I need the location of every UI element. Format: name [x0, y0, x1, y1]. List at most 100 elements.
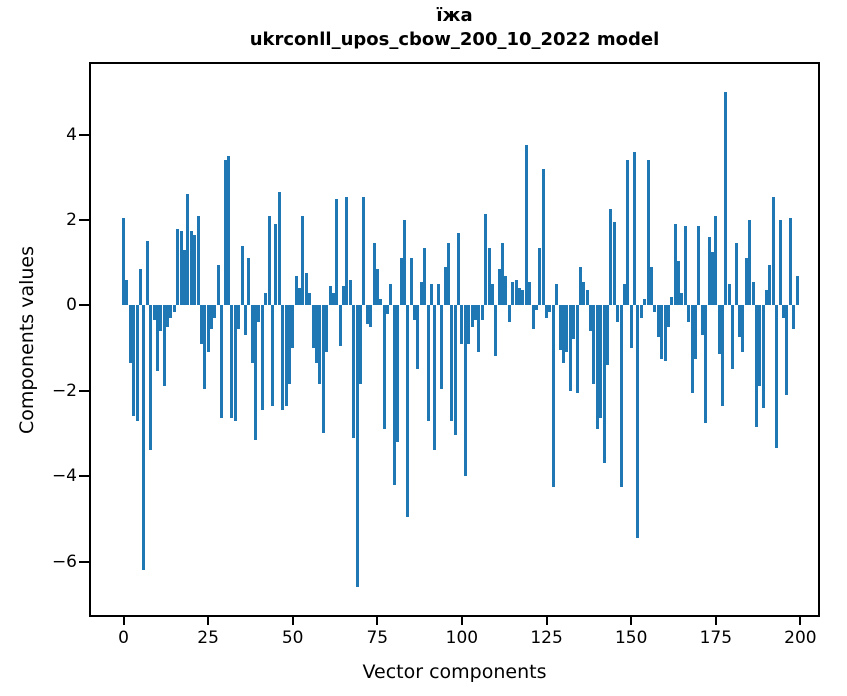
bar — [761, 305, 765, 408]
bar — [778, 220, 782, 306]
bar — [751, 281, 755, 306]
bar — [348, 279, 352, 306]
bar — [724, 91, 728, 306]
x-tick-label: 0 — [118, 628, 129, 648]
y-tick-label: −4 — [51, 466, 77, 487]
bar — [666, 305, 670, 327]
bar — [196, 215, 200, 306]
bar — [355, 305, 359, 588]
y-axis-label: Components values — [16, 245, 38, 435]
bar — [135, 305, 139, 421]
y-tick-label: −2 — [51, 380, 77, 401]
bar — [172, 305, 176, 312]
bar — [714, 215, 718, 306]
bar — [700, 305, 704, 336]
bar — [545, 305, 549, 319]
bar — [677, 260, 680, 306]
bar — [707, 237, 711, 306]
bar — [768, 264, 772, 306]
bar — [386, 305, 389, 314]
bar — [497, 269, 501, 306]
bar — [731, 305, 735, 370]
bar — [193, 234, 197, 306]
bar — [436, 284, 440, 306]
bar — [155, 305, 159, 372]
x-tick-mark — [545, 617, 548, 625]
bar — [687, 305, 691, 323]
bar — [392, 305, 396, 485]
bar — [294, 275, 298, 306]
bar — [548, 305, 552, 312]
bar — [504, 275, 508, 306]
bar — [622, 284, 626, 306]
bar — [727, 284, 731, 306]
y-tick-mark — [79, 560, 89, 563]
bar — [230, 305, 234, 419]
bar — [166, 305, 169, 327]
bar — [633, 151, 636, 306]
bar — [311, 305, 315, 348]
bar — [237, 305, 241, 329]
x-tick-mark — [207, 617, 210, 625]
y-tick-label: 0 — [66, 295, 77, 316]
y-tick-mark — [79, 133, 89, 136]
bar — [477, 305, 481, 353]
bar — [721, 305, 724, 406]
bar — [494, 305, 498, 357]
y-tick-mark — [79, 219, 89, 221]
bar — [203, 305, 207, 389]
bar — [704, 305, 708, 423]
bar — [775, 305, 779, 449]
bar — [717, 305, 721, 355]
bar — [795, 275, 799, 306]
x-tick-mark — [376, 617, 379, 625]
bar — [673, 224, 677, 306]
bar — [514, 279, 518, 306]
bar — [694, 305, 697, 359]
bar — [365, 305, 369, 325]
bar — [507, 305, 511, 323]
bar — [179, 230, 183, 306]
x-tick-label: 25 — [197, 628, 219, 648]
bar — [538, 247, 542, 306]
bar — [291, 305, 295, 348]
x-tick-mark — [630, 617, 633, 625]
bar — [788, 217, 792, 306]
bar — [575, 305, 579, 393]
bar — [697, 226, 701, 306]
y-tick-label: 4 — [66, 124, 77, 145]
bar — [467, 305, 471, 344]
bar — [602, 305, 606, 464]
bar — [453, 305, 457, 436]
bar — [182, 249, 186, 306]
x-tick-mark — [122, 617, 125, 625]
bar — [423, 247, 427, 306]
bar — [419, 281, 423, 306]
x-axis-label: Vector components — [362, 661, 547, 683]
chart-title: їжа — [436, 5, 473, 26]
bar — [646, 160, 650, 306]
bar — [142, 305, 146, 570]
bar — [250, 305, 254, 363]
bar — [738, 305, 741, 338]
x-tick-label: 150 — [614, 628, 648, 648]
bar — [298, 288, 301, 306]
bar — [274, 224, 278, 306]
bar — [125, 279, 129, 306]
bar — [233, 305, 237, 421]
bar — [629, 305, 633, 348]
bar — [396, 305, 400, 442]
bar — [213, 305, 217, 319]
bar — [551, 305, 555, 487]
bar — [782, 305, 785, 319]
bar — [304, 273, 308, 306]
bar — [626, 160, 630, 306]
bar — [277, 192, 281, 306]
x-tick-mark — [799, 617, 802, 625]
bar — [433, 305, 437, 451]
bar — [470, 305, 474, 327]
bar — [287, 305, 291, 385]
bar — [369, 305, 373, 327]
bar — [592, 305, 596, 385]
bar — [518, 288, 521, 306]
